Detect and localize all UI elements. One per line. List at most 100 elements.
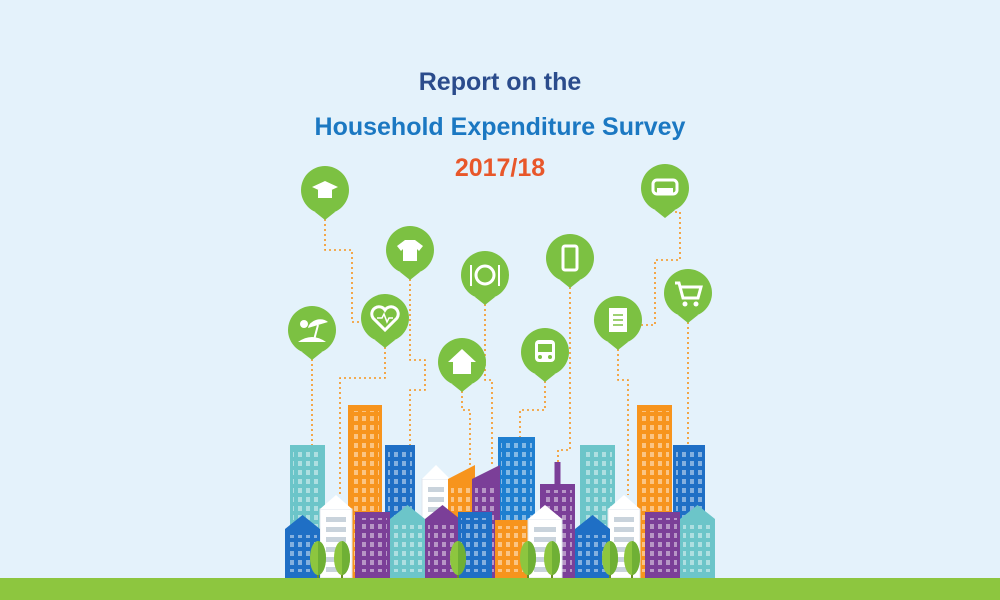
icon-shape: [675, 281, 703, 300]
pin-shape: [452, 384, 472, 392]
building-windows: [683, 525, 712, 572]
building-window: [326, 567, 346, 572]
building-roof: [448, 465, 475, 479]
tree-shade: [610, 541, 618, 575]
building-window: [326, 537, 346, 542]
building-windows: [393, 525, 422, 572]
building-window: [614, 537, 634, 542]
building: [355, 512, 390, 578]
icon-shape: [538, 344, 552, 352]
icon-shape: [548, 355, 552, 359]
pin-shape: [375, 340, 395, 348]
building-roof: [422, 465, 450, 479]
connector-line: [409, 274, 426, 445]
category-pin: [521, 328, 569, 382]
category-pin: [594, 296, 642, 350]
connector-line: [557, 282, 571, 470]
building-window: [428, 507, 444, 512]
pin-circle: [664, 269, 712, 317]
connector-line: [519, 376, 546, 437]
category-pin: [361, 294, 409, 348]
building-window: [614, 527, 634, 532]
tree-shade: [632, 541, 640, 575]
category-icons: [288, 164, 712, 392]
building-window: [614, 567, 634, 572]
building-window: [428, 497, 444, 502]
icon-shape: [538, 355, 542, 359]
building-roof: [575, 515, 610, 529]
pin-circle: [288, 306, 336, 354]
pin-shape: [608, 342, 628, 350]
icon-shape: [657, 188, 673, 193]
icon-shape: [318, 190, 332, 198]
tree: [310, 541, 326, 578]
icon-shape: [693, 301, 699, 307]
icon-shape: [448, 349, 476, 374]
icon-shape: [300, 320, 308, 328]
pin-shape: [678, 315, 698, 323]
building-roof: [528, 505, 562, 519]
category-pin: [664, 269, 712, 323]
building-window: [614, 557, 634, 562]
building-roof: [608, 495, 640, 509]
category-pin: [546, 234, 594, 288]
tree: [450, 541, 466, 578]
pin-shape: [535, 374, 555, 382]
icon-shape: [308, 319, 328, 328]
tree: [602, 541, 618, 578]
tree-shade: [458, 541, 466, 575]
icon-shape: [561, 244, 579, 272]
building-window: [534, 547, 556, 552]
pin-circle: [461, 251, 509, 299]
city-skyline: [285, 405, 715, 579]
building-window: [534, 537, 556, 542]
pin-shape: [302, 352, 322, 360]
icon-shape: [651, 178, 679, 196]
icon-shape: [474, 264, 496, 286]
building: [645, 512, 680, 578]
building-window: [614, 547, 634, 552]
category-pin: [386, 226, 434, 280]
tree: [544, 541, 560, 578]
pin-circle: [546, 234, 594, 282]
connector-line: [617, 344, 629, 495]
building-windows: [648, 518, 677, 572]
icon-shape: [377, 312, 393, 324]
category-pin: [301, 166, 349, 220]
tree: [520, 541, 536, 578]
building-window: [428, 487, 444, 492]
connector-line: [640, 211, 681, 326]
building-roof: [390, 505, 425, 519]
category-pin: [438, 338, 486, 392]
building: [390, 505, 425, 578]
building-windows: [578, 535, 607, 572]
building-roof: [472, 465, 500, 479]
building-window: [534, 527, 556, 532]
building-roof: [425, 505, 460, 519]
category-pin: [641, 164, 689, 218]
building-spire: [554, 462, 561, 484]
title-line-3: 2017/18: [455, 154, 545, 182]
building-window: [326, 527, 346, 532]
title-line-1: Report on the: [419, 68, 582, 96]
building-roof: [285, 515, 320, 529]
category-pin: [288, 306, 336, 360]
tree-shade: [342, 541, 350, 575]
pin-shape: [560, 280, 580, 288]
building: [680, 505, 715, 578]
icon-shape: [298, 337, 326, 342]
category-pin: [461, 251, 509, 305]
tree-shade: [552, 541, 560, 575]
pin-shape: [400, 272, 420, 280]
building-window: [326, 517, 346, 522]
connector-line: [461, 386, 471, 465]
ground: [0, 578, 1000, 600]
icon-shape: [370, 305, 400, 333]
icon-shape: [682, 301, 688, 307]
building-windows: [358, 518, 387, 572]
building-window: [614, 517, 634, 522]
tree-shade: [318, 541, 326, 575]
connector-line: [484, 299, 493, 465]
building-windows: [461, 518, 489, 572]
